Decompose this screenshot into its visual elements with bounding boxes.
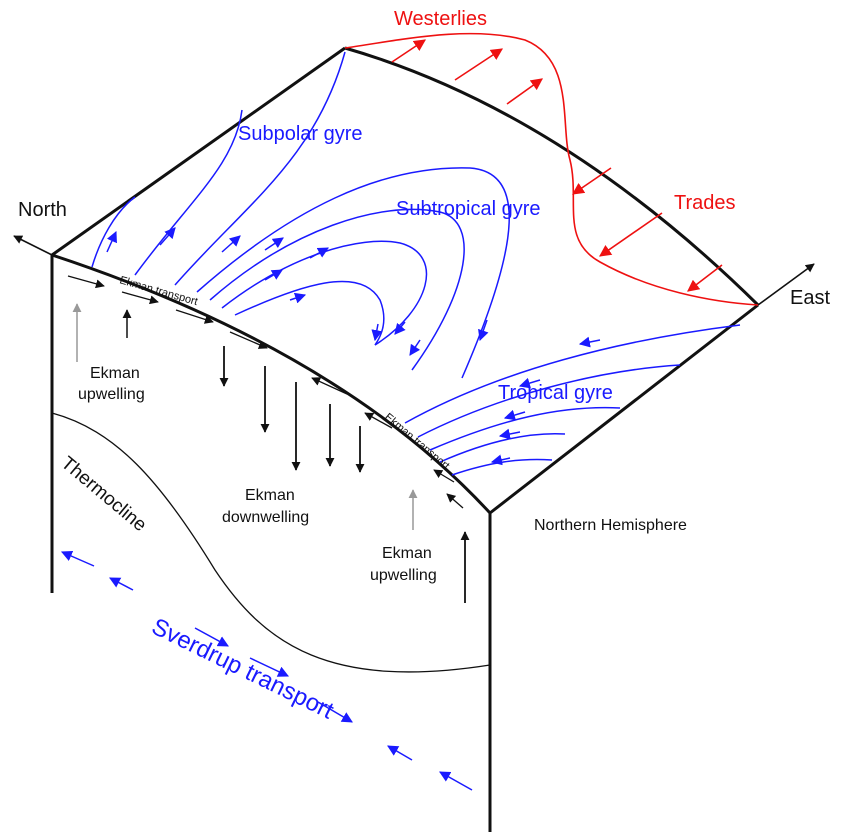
north-label: North (18, 199, 67, 221)
wind-profile (344, 32, 759, 306)
ekman-upwelling-left-label-2: upwelling (78, 386, 145, 403)
westerlies-label: Westerlies (394, 8, 487, 30)
subpolar-gyre-label: Subpolar gyre (238, 123, 363, 145)
ekman-upwelling-left-arrows (72, 303, 132, 362)
ekman-transport-south-label: Ekman transport (382, 411, 452, 472)
westerly-arrow-2 (454, 48, 504, 81)
trades-label: Trades (674, 192, 736, 214)
trade-arrow-3 (687, 264, 723, 292)
ekman-upwelling-left-label-1: Ekman (90, 365, 140, 382)
ekman-transport-arrows (67, 275, 464, 509)
sverdrup-transport-label: Sverdrup transport (147, 613, 338, 725)
trade-arrow-2 (599, 212, 663, 257)
ekman-downwelling-label-1: Ekman (245, 487, 295, 504)
westerly-arrow-3 (506, 78, 543, 105)
subtropical-gyre-streamlines (196, 167, 510, 379)
ekman-upwelling-right-label-2: upwelling (370, 567, 437, 584)
north-arrow (13, 235, 53, 256)
westerly-arrow-1 (391, 39, 426, 63)
ekman-upwelling-right-label-1: Ekman (382, 545, 432, 562)
thermocline-curve (51, 412, 491, 673)
ekman-downwelling-label-2: downwelling (222, 509, 309, 526)
east-arrow (757, 263, 815, 306)
tropical-gyre-label: Tropical gyre (498, 382, 613, 404)
front-surface-edge (51, 253, 492, 515)
wind-profile-curve (344, 32, 759, 306)
box-outline (50, 46, 760, 832)
sverdrup-transport-arrows (60, 550, 473, 791)
subpolar-gyre-streamlines (91, 51, 346, 286)
northern-hemisphere-label: Northern Hemisphere (534, 517, 687, 534)
ekman-downwelling-arrows (219, 346, 365, 473)
subtropical-gyre-label: Subtropical gyre (396, 198, 541, 220)
ekman-upwelling-right-arrows (408, 489, 470, 603)
thermocline-label: Thermocline (57, 453, 151, 536)
north-top-edge (344, 46, 760, 307)
ekman-transport-north-label: Ekman transport (118, 274, 199, 308)
tropical-gyre-streamlines (404, 324, 741, 476)
east-top-edge (489, 303, 759, 515)
trade-arrow-1 (572, 167, 612, 195)
east-label: East (790, 287, 830, 309)
west-top-edge (51, 46, 346, 257)
